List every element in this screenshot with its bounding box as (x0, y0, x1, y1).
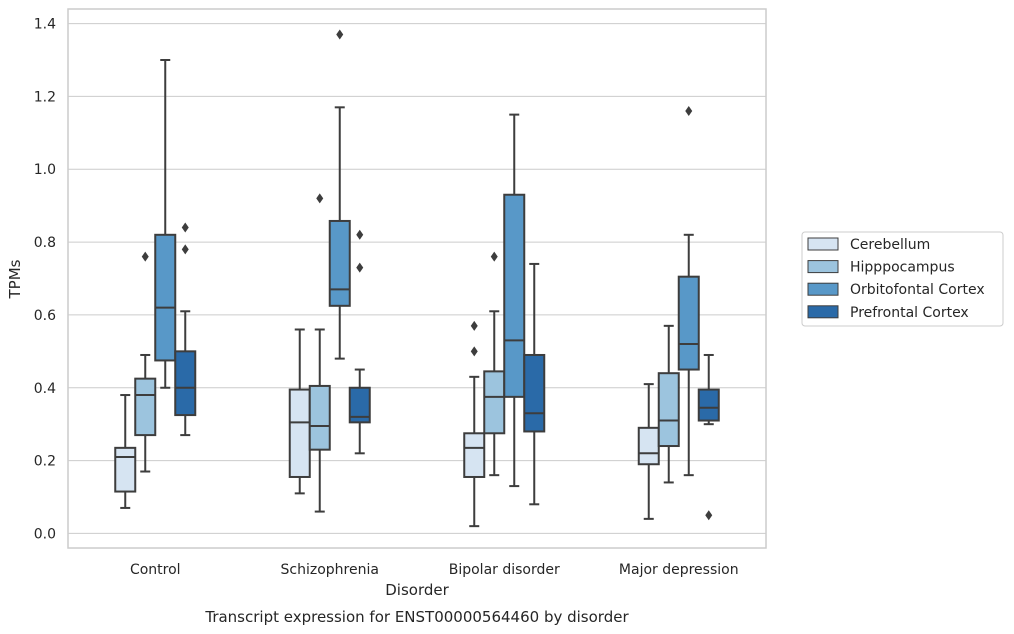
box-orbitofontal-cortex-2 (503, 113, 526, 488)
iqr-box (483, 370, 506, 435)
x-tick-label: Control (130, 562, 181, 578)
iqr-box (523, 353, 546, 433)
iqr-box (503, 193, 526, 398)
outlier-point (336, 29, 344, 40)
y-tick-label: 0.6 (34, 308, 56, 324)
outlier-point (685, 105, 693, 116)
iqr-box (463, 432, 486, 478)
box-hipppocampus-1 (308, 193, 331, 513)
iqr-box (288, 388, 311, 478)
box-prefrontal-cortex-2 (523, 262, 546, 506)
legend: Cerebellum Hipppocampus Orbitofontal Corte… (801, 231, 1004, 327)
outlier-point (470, 320, 478, 331)
outlier-point (181, 222, 189, 233)
iqr-box (308, 384, 331, 451)
box-orbitofontal-cortex-0 (154, 58, 177, 389)
y-tick-label: 0.8 (34, 235, 56, 251)
legend-label: Orbitofontal Cortex (850, 282, 985, 298)
legend-label: Hipppocampus (850, 260, 955, 276)
box-prefrontal-cortex-1 (348, 229, 371, 455)
iqr-box (637, 426, 660, 466)
x-tick-label: Schizophrenia (281, 562, 379, 578)
x-tick-label: Major depression (619, 562, 739, 578)
y-tick-label: 1.4 (34, 17, 56, 33)
legend-swatch (807, 282, 839, 296)
outlier-point (316, 193, 324, 204)
iqr-box (697, 388, 720, 422)
box-cerebellum-2 (463, 320, 486, 528)
outlier-point (181, 244, 189, 255)
box-hipppocampus-0 (134, 251, 157, 473)
plot-border (67, 8, 767, 549)
x-axis-title: Disorder (385, 581, 449, 599)
box-orbitofontal-cortex-3 (677, 105, 700, 477)
outlier-point (490, 251, 498, 262)
iqr-box (174, 350, 197, 417)
y-tick-label: 1.2 (34, 89, 56, 105)
iqr-box (134, 377, 157, 437)
legend-swatch (807, 237, 839, 251)
y-tick-label: 0.0 (34, 526, 56, 542)
y-axis-title: TPMs (6, 259, 24, 299)
tick-labels: 0.0 0.2 0.4 0.6 0.8 1.0 1.2 1.4 Control Schizophr… (34, 17, 739, 578)
outlier-point (356, 229, 364, 240)
box-cerebellum-3 (637, 383, 660, 520)
outlier-point (705, 510, 713, 521)
iqr-box (114, 446, 137, 493)
iqr-box (348, 386, 371, 424)
iqr-box (677, 275, 700, 371)
box-prefrontal-cortex-0 (174, 222, 197, 437)
box-cerebellum-0 (114, 394, 137, 509)
legend-swatch (807, 305, 839, 319)
plot-frame (67, 8, 767, 549)
iqr-box (154, 233, 177, 362)
legend-swatch (807, 260, 839, 274)
chart-title: Transcript expression for ENST0000056446… (204, 608, 629, 626)
outlier-point (356, 262, 364, 273)
iqr-box (328, 219, 351, 307)
legend-label: Prefrontal Cortex (850, 305, 969, 321)
box-orbitofontal-cortex-1 (328, 29, 351, 360)
legend-frame (801, 231, 1004, 327)
y-tick-label: 0.2 (34, 454, 56, 470)
box-hipppocampus-2 (483, 251, 506, 477)
box-prefrontal-cortex-3 (697, 353, 720, 521)
y-tick-label: 0.4 (34, 381, 56, 397)
box-hipppocampus-3 (657, 324, 680, 484)
x-tick-label: Bipolar disorder (449, 562, 560, 578)
y-tick-label: 1.0 (34, 162, 56, 178)
box-cerebellum-1 (288, 328, 311, 495)
outlier-point (141, 251, 149, 262)
outlier-point (470, 346, 478, 357)
box-layer (114, 29, 720, 528)
iqr-box (657, 372, 680, 448)
legend-label: Cerebellum (850, 237, 930, 253)
